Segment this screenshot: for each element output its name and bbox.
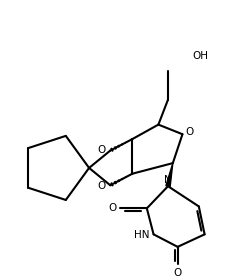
Text: O: O [109,203,117,213]
Text: N: N [164,175,172,185]
Polygon shape [166,163,173,187]
Text: O: O [97,145,106,155]
Text: HN: HN [134,230,150,240]
Text: O: O [185,127,194,137]
Text: O: O [97,181,106,191]
Text: OH: OH [192,51,208,61]
Text: O: O [174,268,182,278]
